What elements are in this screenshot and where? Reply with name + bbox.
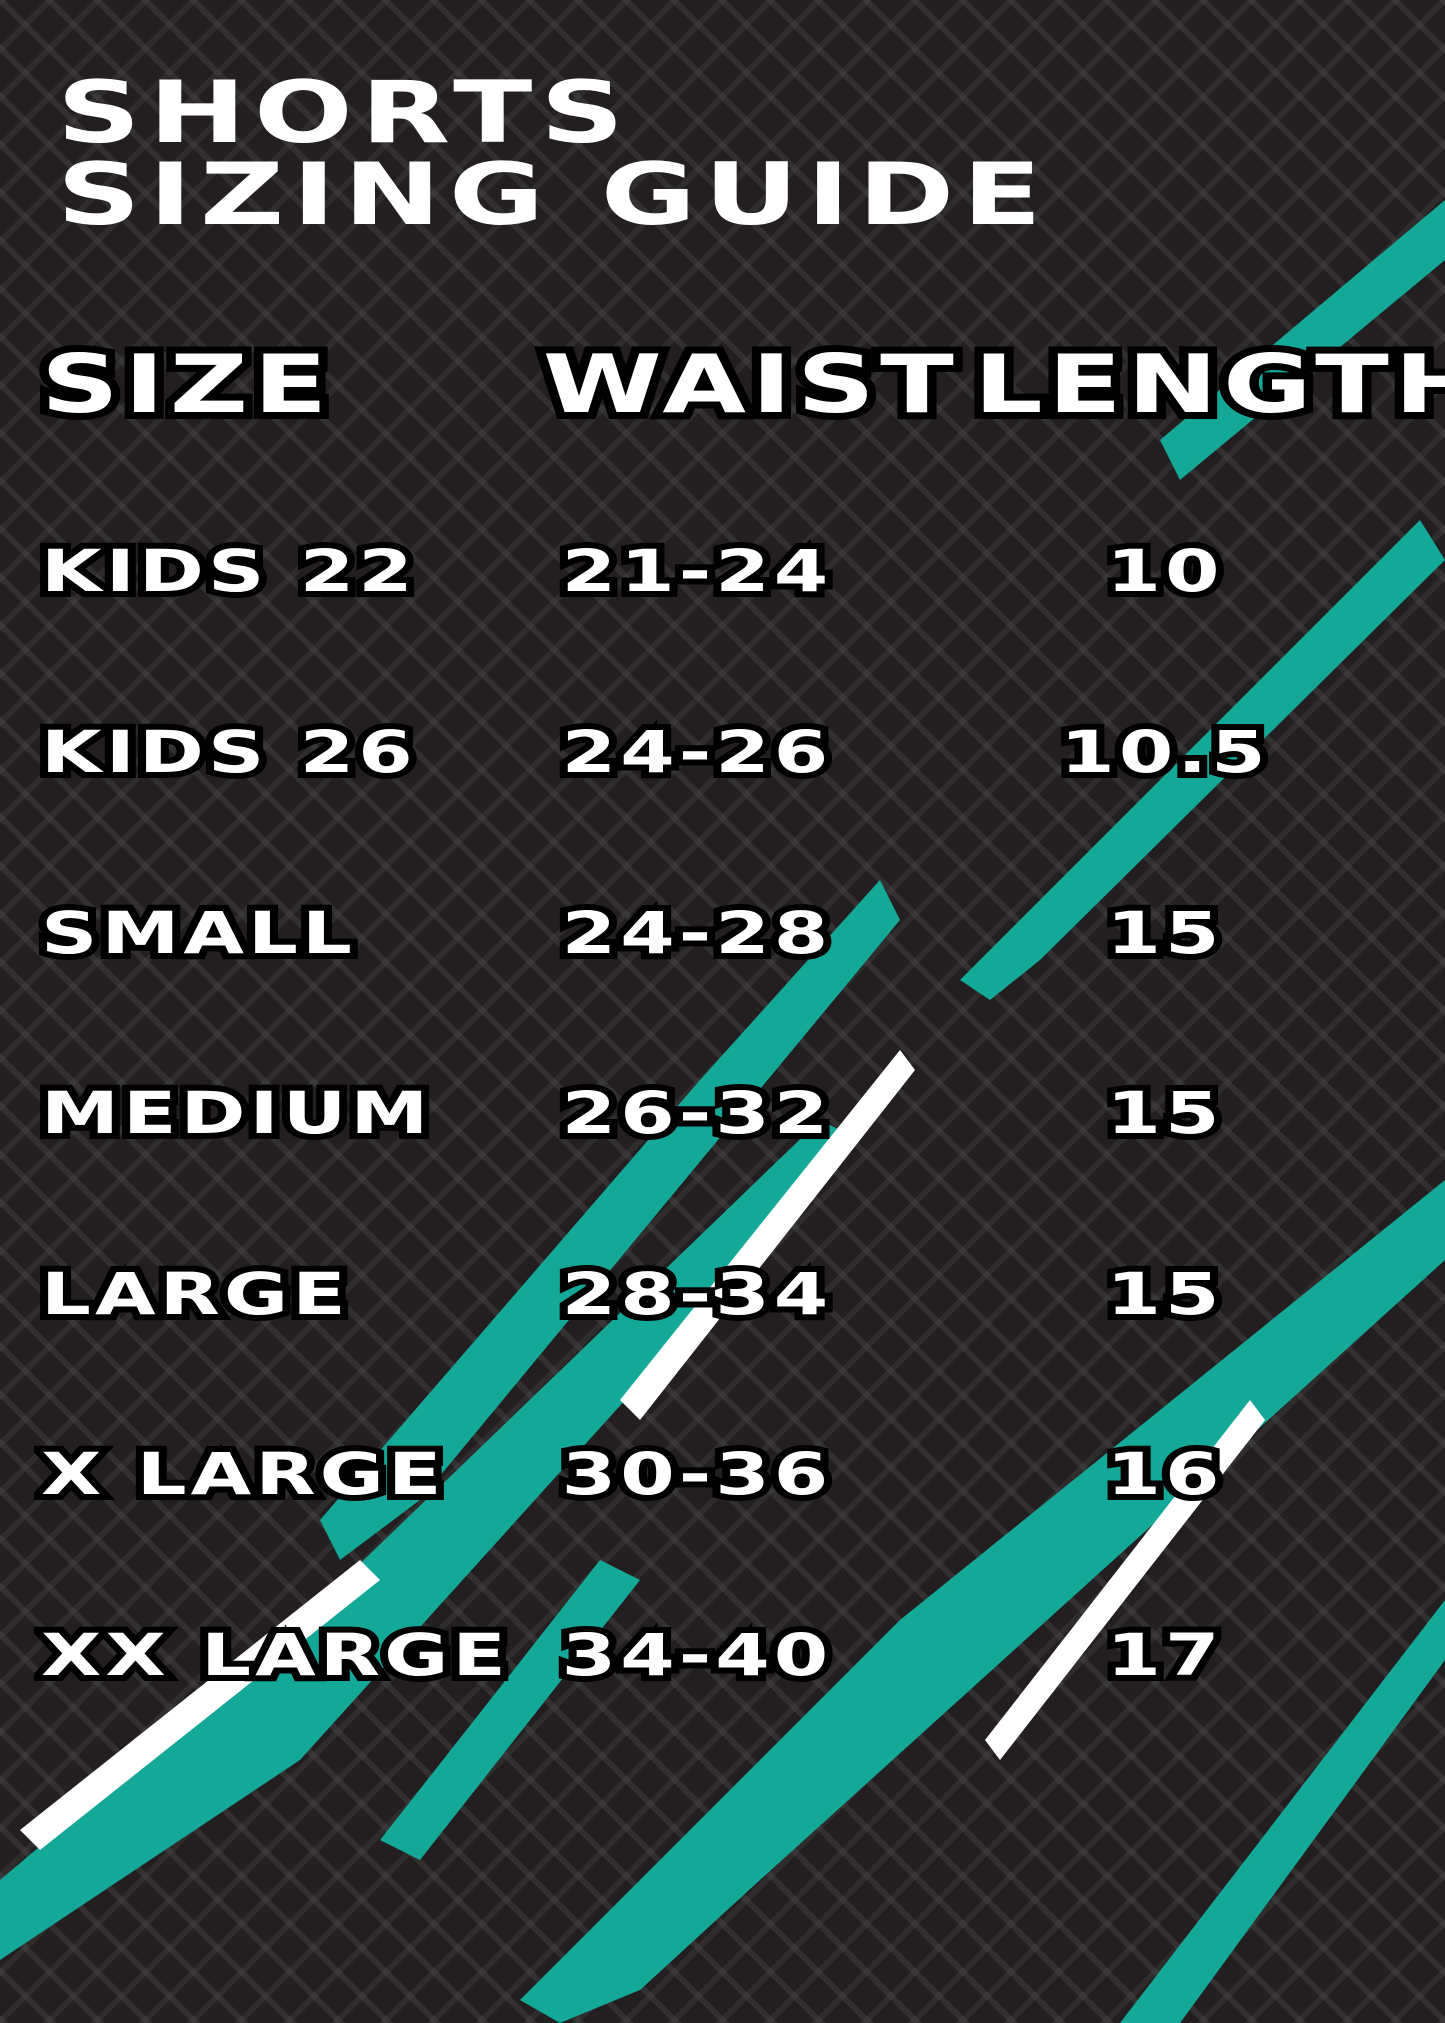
page-title-line-1: Shorts bbox=[57, 63, 633, 163]
size-cell: Medium bbox=[33, 1078, 436, 1148]
waist-cell: 34-40 bbox=[554, 1620, 837, 1690]
size-cell: Large bbox=[33, 1259, 354, 1329]
size-cell: Kids 26 bbox=[33, 717, 421, 787]
size-cell: XX Large bbox=[33, 1620, 514, 1690]
streak bbox=[0, 1120, 860, 1960]
length-cell: 15 bbox=[1098, 898, 1227, 968]
streak bbox=[320, 880, 900, 1560]
streak bbox=[520, 1180, 1445, 2023]
waist-cell: 26-32 bbox=[554, 1078, 837, 1148]
waist-cell: 24-26 bbox=[554, 717, 837, 787]
length-cell: 15 bbox=[1098, 1259, 1227, 1329]
page-title-line-2: Sizing Guide bbox=[57, 145, 1050, 245]
column-header-waist: Waist bbox=[533, 338, 963, 432]
column-header-length: Length bbox=[964, 338, 1445, 432]
waist-cell: 28-34 bbox=[554, 1259, 837, 1329]
size-cell: Kids 22 bbox=[33, 536, 421, 606]
size-cell: X Large bbox=[33, 1439, 450, 1509]
streak bbox=[960, 520, 1445, 1000]
streak bbox=[1120, 1600, 1445, 2023]
waist-cell: 21-24 bbox=[554, 536, 837, 606]
length-cell: 10 bbox=[1098, 536, 1227, 606]
size-cell: Small bbox=[33, 898, 360, 968]
length-cell: 15 bbox=[1098, 1078, 1227, 1148]
waist-cell: 24-28 bbox=[554, 898, 837, 968]
streak bbox=[380, 1560, 640, 1860]
length-cell: 17 bbox=[1098, 1620, 1227, 1690]
streak bbox=[620, 1050, 915, 1420]
waist-cell: 30-36 bbox=[554, 1439, 837, 1509]
length-cell: 10.5 bbox=[1052, 717, 1274, 787]
streak bbox=[20, 1560, 380, 1850]
column-header-size: Size bbox=[32, 338, 337, 432]
streak bbox=[1160, 200, 1445, 480]
streak bbox=[985, 1400, 1265, 1760]
length-cell: 16 bbox=[1098, 1439, 1227, 1509]
